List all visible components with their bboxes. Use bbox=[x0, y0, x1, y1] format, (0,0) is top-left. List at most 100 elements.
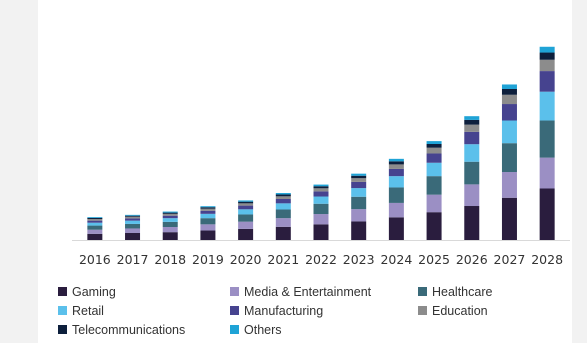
legend-swatch bbox=[230, 325, 239, 334]
bar-segment-2019-education bbox=[200, 208, 216, 211]
bar-segment-2024-healthcare bbox=[388, 187, 404, 203]
bar-segment-2026-gaming bbox=[464, 206, 480, 240]
bar-segment-2028-others bbox=[539, 46, 555, 53]
bar-segment-2026-retail bbox=[464, 144, 480, 162]
legend-swatch bbox=[58, 287, 67, 296]
bar-segment-2023-telecommunications bbox=[351, 175, 367, 179]
legend-item: Telecommunications bbox=[58, 320, 218, 339]
bar-segment-2021-healthcare bbox=[275, 209, 291, 219]
bar-segment-2020-education bbox=[238, 203, 254, 206]
legend-item: Healthcare bbox=[418, 282, 568, 301]
legend-item: Others bbox=[230, 320, 406, 339]
bar-segment-2026-healthcare bbox=[464, 161, 480, 185]
bar-segment-2022-media-entertainment bbox=[313, 214, 329, 225]
bar-segment-2022-healthcare bbox=[313, 203, 329, 215]
bar-segment-2024-gaming bbox=[388, 217, 404, 240]
bar-segment-2028-telecommunications bbox=[539, 52, 555, 60]
bar-segment-2023-healthcare bbox=[351, 196, 367, 210]
bar-segment-2026-media-entertainment bbox=[464, 184, 480, 207]
bar-segment-2019-gaming bbox=[200, 230, 216, 240]
legend-item: Manufacturing bbox=[230, 301, 406, 320]
x-tick-label: 2027 bbox=[494, 252, 526, 267]
bar-segment-2016-others bbox=[87, 217, 103, 218]
legend: Gaming Media & Entertainment Healthcare Ret… bbox=[58, 282, 578, 339]
bar-segment-2016-telecommunications bbox=[87, 217, 103, 219]
bars-group bbox=[87, 46, 555, 240]
legend-swatch bbox=[418, 306, 427, 315]
bar-segment-2022-manufacturing bbox=[313, 191, 329, 197]
bar-segment-2024-others bbox=[388, 158, 404, 162]
x-tick-label: 2024 bbox=[380, 252, 412, 267]
bar-segment-2027-others bbox=[501, 84, 517, 89]
bar-segment-2017-retail bbox=[125, 220, 141, 224]
bar-segment-2025-others bbox=[426, 141, 442, 144]
bar-segment-2020-media-entertainment bbox=[238, 221, 254, 229]
legend-item: Media & Entertainment bbox=[230, 282, 406, 301]
legend-item: Gaming bbox=[58, 282, 218, 301]
bar-segment-2021-media-entertainment bbox=[275, 218, 291, 227]
bar-segment-2021-retail bbox=[275, 203, 291, 210]
bar-segment-2025-media-entertainment bbox=[426, 194, 442, 213]
x-tick-label: 2016 bbox=[79, 252, 111, 267]
x-tick-label: 2028 bbox=[531, 252, 563, 267]
bar-segment-2023-media-entertainment bbox=[351, 209, 367, 222]
bar-segment-2023-others bbox=[351, 173, 367, 176]
bar-segment-2026-manufacturing bbox=[464, 131, 480, 145]
bar-segment-2025-manufacturing bbox=[426, 153, 442, 163]
bar-segment-2019-manufacturing bbox=[200, 210, 216, 214]
bar-segment-2020-others bbox=[238, 200, 254, 202]
bar-segment-2020-telecommunications bbox=[238, 201, 254, 204]
bar-segment-2023-gaming bbox=[351, 221, 367, 240]
bar-segment-2024-media-entertainment bbox=[388, 202, 404, 218]
bar-segment-2022-retail bbox=[313, 196, 329, 204]
bar-segment-2019-retail bbox=[200, 213, 216, 219]
legend-label: Media & Entertainment bbox=[244, 284, 372, 299]
bar-segment-2018-telecommunications bbox=[162, 212, 178, 214]
bar-segment-2020-gaming bbox=[238, 228, 254, 240]
legend-label: Manufacturing bbox=[244, 303, 324, 318]
bar-segment-2024-education bbox=[388, 164, 404, 169]
legend-swatch bbox=[230, 287, 239, 296]
x-tick-label: 2026 bbox=[456, 252, 488, 267]
bar-segment-2020-manufacturing bbox=[238, 205, 254, 210]
bar-segment-2021-telecommunications bbox=[275, 194, 291, 197]
x-tick-label: 2023 bbox=[343, 252, 375, 267]
bar-segment-2017-telecommunications bbox=[125, 215, 141, 217]
bar-segment-2027-media-entertainment bbox=[501, 172, 517, 198]
bar-segment-2017-manufacturing bbox=[125, 218, 141, 221]
legend-swatch bbox=[58, 306, 67, 315]
bar-segment-2017-others bbox=[125, 214, 141, 216]
bar-segment-2016-education bbox=[87, 218, 103, 221]
chart-card bbox=[38, 0, 572, 343]
bar-segment-2022-gaming bbox=[313, 224, 329, 240]
bar-segment-2018-education bbox=[162, 213, 178, 216]
legend-item: Retail bbox=[58, 301, 218, 320]
bar-segment-2025-gaming bbox=[426, 212, 442, 240]
x-tick-label: 2018 bbox=[154, 252, 186, 267]
bar-segment-2025-healthcare bbox=[426, 176, 442, 195]
bar-segment-2020-healthcare bbox=[238, 214, 254, 222]
legend-swatch bbox=[418, 287, 427, 296]
x-tick-label: 2020 bbox=[230, 252, 262, 267]
bar-segment-2022-education bbox=[313, 188, 329, 192]
x-tick-labels: 2016 2017 2018 2019 2020 2021 2022 2023 2024 2025… bbox=[79, 252, 563, 267]
x-tick-label: 2025 bbox=[418, 252, 450, 267]
bar-segment-2026-telecommunications bbox=[464, 119, 480, 125]
bar-segment-2019-media-entertainment bbox=[200, 224, 216, 231]
bar-segment-2024-telecommunications bbox=[388, 161, 404, 165]
bar-segment-2018-media-entertainment bbox=[162, 227, 178, 233]
x-tick-label: 2017 bbox=[117, 252, 149, 267]
bar-segment-2021-gaming bbox=[275, 226, 291, 240]
bar-segment-2028-healthcare bbox=[539, 120, 555, 158]
bar-segment-2025-education bbox=[426, 147, 442, 154]
bar-segment-2023-education bbox=[351, 178, 367, 182]
bar-segment-2027-healthcare bbox=[501, 143, 517, 173]
legend-label: Education bbox=[432, 303, 488, 318]
legend-label: Others bbox=[244, 322, 282, 337]
bar-segment-2016-media-entertainment bbox=[87, 229, 103, 234]
stacked-bar-chart: 2016 2017 2018 2019 2020 2021 2022 2023 2024 2025… bbox=[72, 46, 570, 267]
x-tick-label: 2021 bbox=[267, 252, 299, 267]
bar-segment-2017-healthcare bbox=[125, 223, 141, 229]
bar-segment-2017-education bbox=[125, 216, 141, 219]
legend-item: Education bbox=[418, 301, 568, 320]
